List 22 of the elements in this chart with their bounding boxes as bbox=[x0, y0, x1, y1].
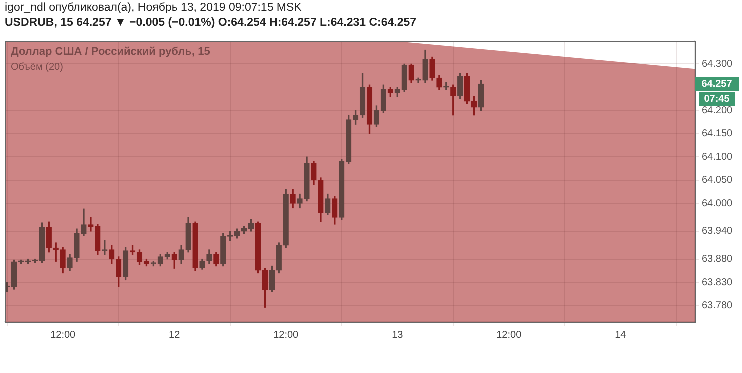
y-tick-label: 63.880 bbox=[702, 254, 734, 266]
annotation: Объём (20) bbox=[11, 62, 64, 73]
text: 07:45 bbox=[704, 94, 730, 105]
y-tick-label: 64.150 bbox=[702, 128, 734, 140]
annotation: Доллар США / Российский рубль, 15 bbox=[11, 46, 210, 58]
x-tick-label: 13 bbox=[392, 330, 404, 341]
x-tick-label: 12:00 bbox=[274, 330, 300, 341]
chart-title: igor_ndl опубликовал(а), Ноябрь 13, 2019 09:07:15 MSK bbox=[5, 2, 302, 14]
y-tick-label: 64.200 bbox=[702, 105, 734, 116]
y-tick-label: 63.940 bbox=[702, 226, 734, 238]
y-tick-label: 64.300 bbox=[702, 58, 734, 70]
y-tick-label: 63.830 bbox=[702, 277, 734, 288]
x-tick-label: 12:00 bbox=[50, 330, 76, 341]
y-tick-label: 64.000 bbox=[702, 198, 734, 210]
x-tick-label: 12:00 bbox=[496, 330, 522, 341]
y-tick-label: 64.100 bbox=[702, 152, 734, 163]
y-tick-label: 64.050 bbox=[702, 175, 734, 186]
annotation: 64.257 bbox=[702, 78, 733, 90]
x-tick-label: 12 bbox=[169, 330, 181, 341]
chart-subtitle: USDRUB, 15 64.257 ▼ −0.005 (−0.01%) O:64.254 H:64.257 L:64.231 C:64.257 bbox=[5, 17, 417, 29]
x-tick-label: 14 bbox=[615, 330, 627, 341]
y-tick-label: 63.780 bbox=[702, 300, 734, 312]
